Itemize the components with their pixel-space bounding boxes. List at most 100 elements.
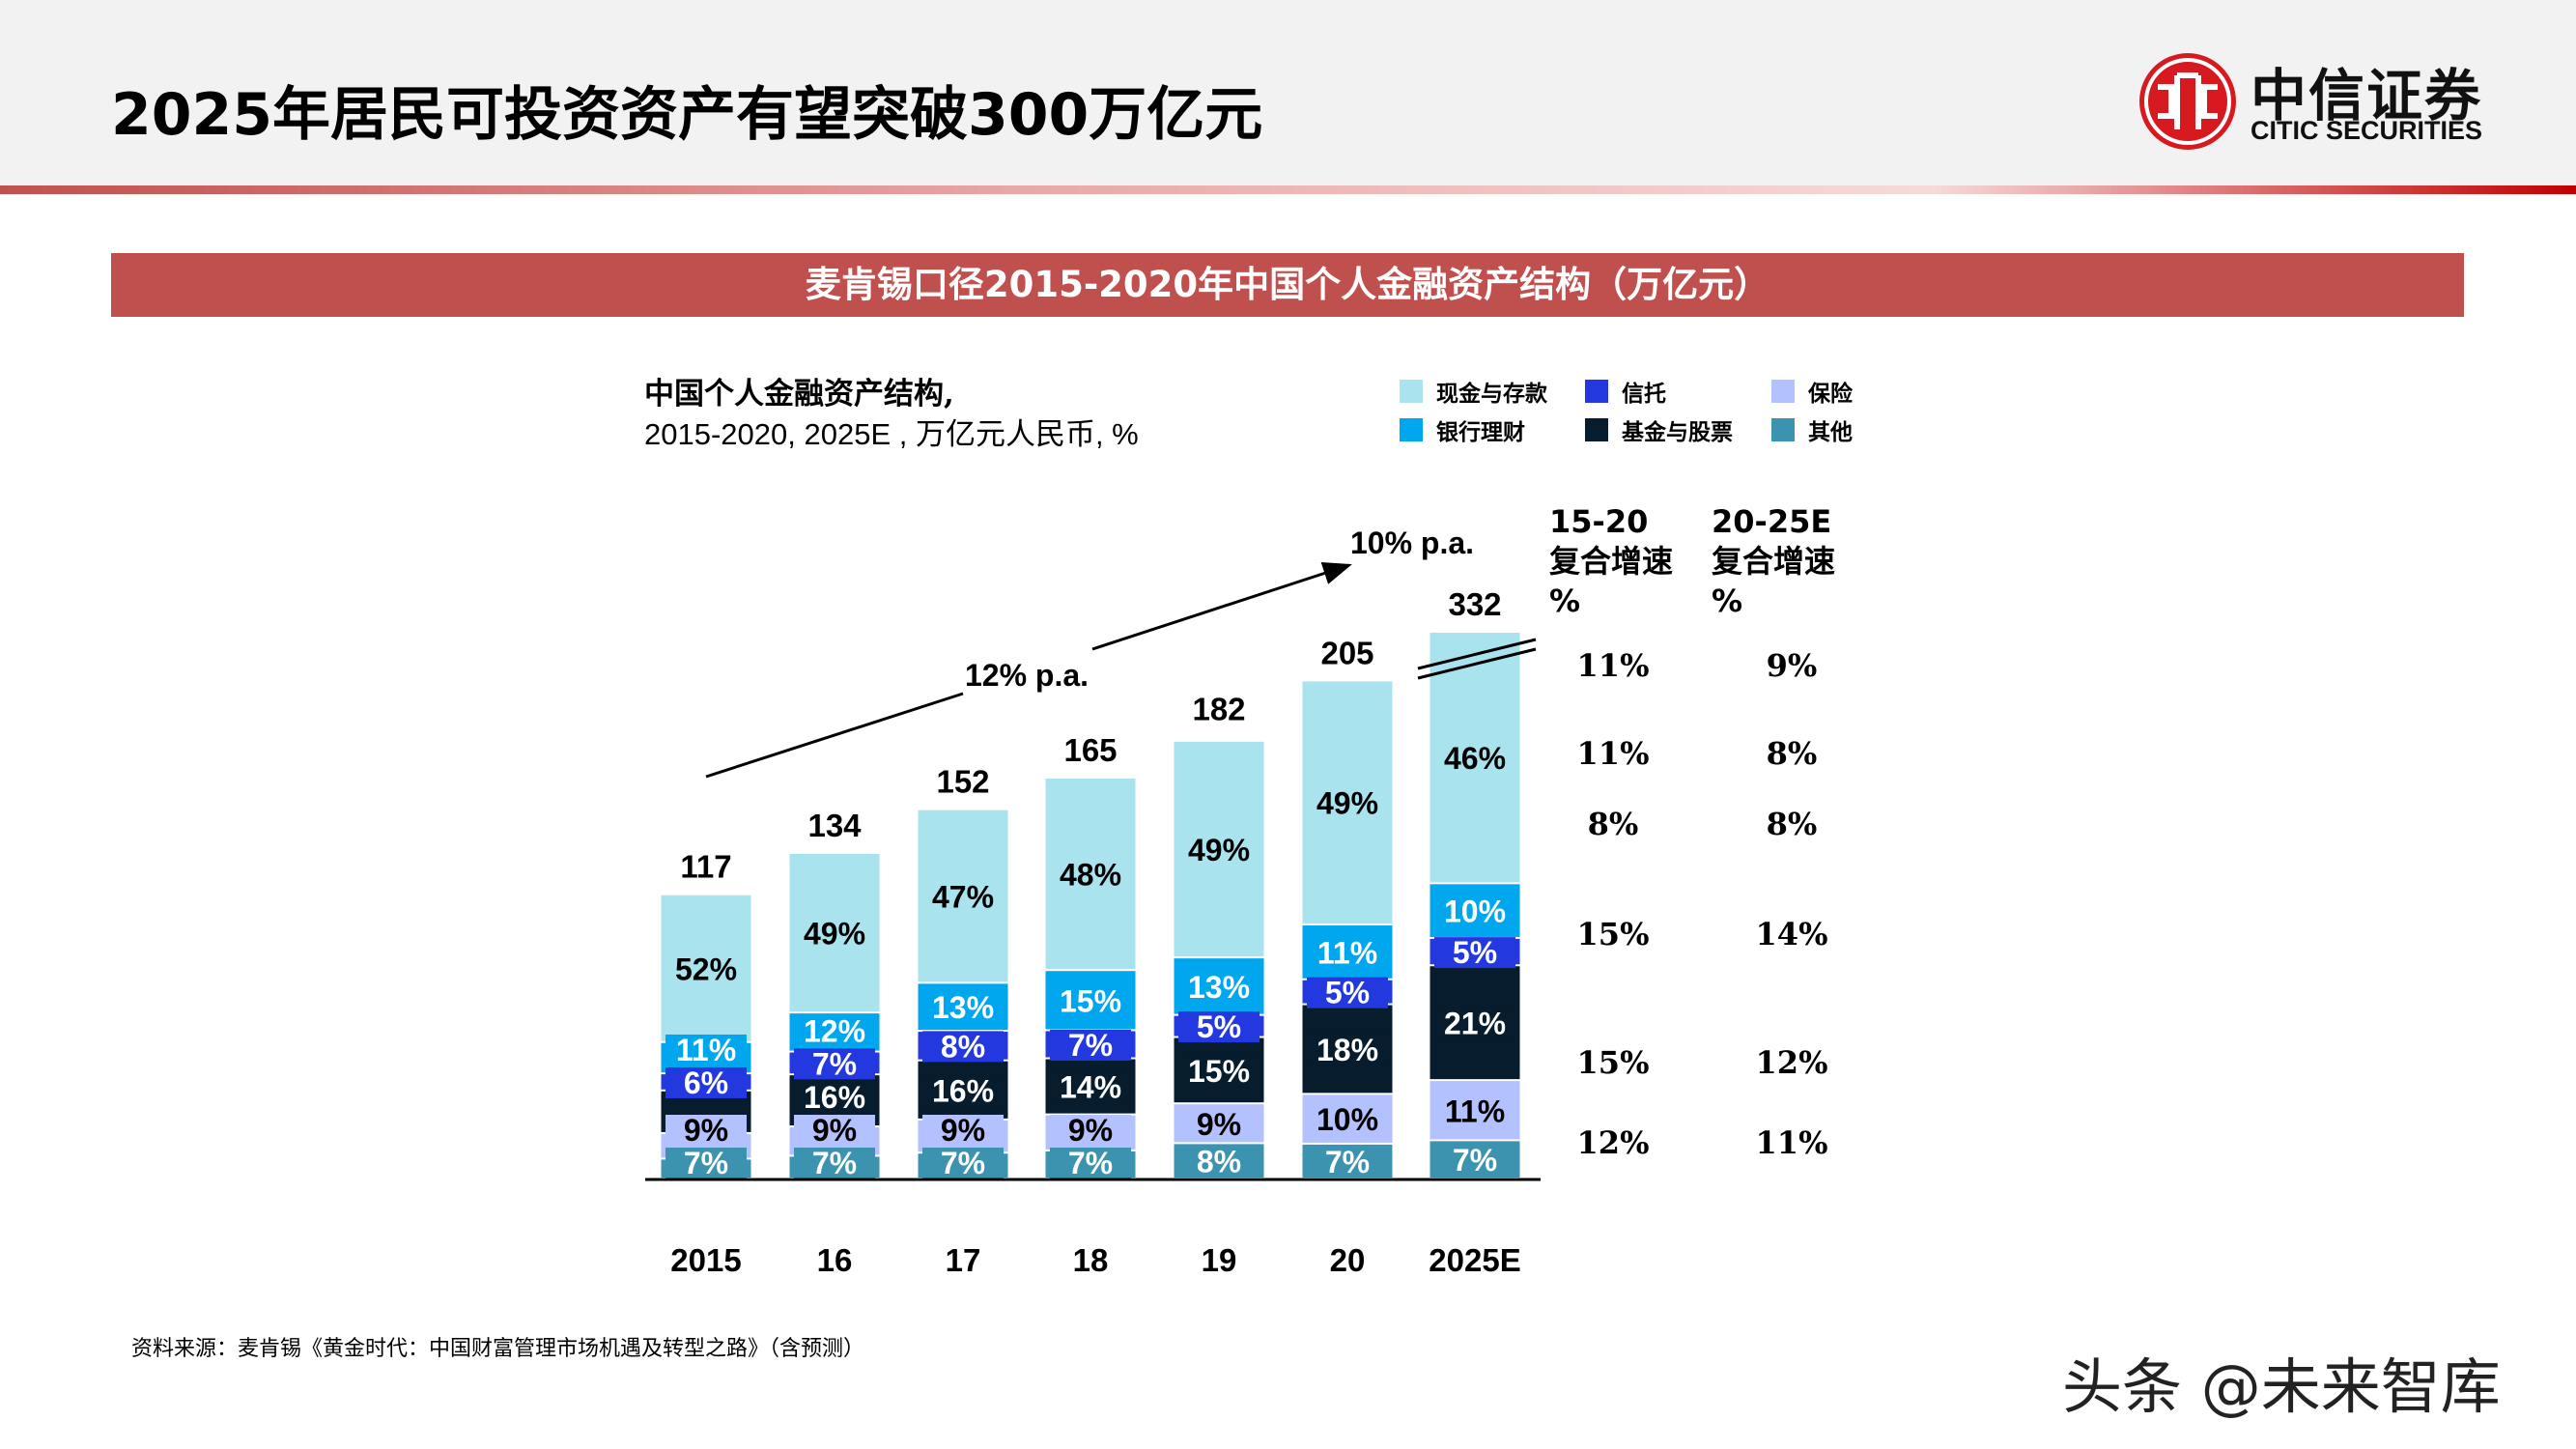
- growth-header-15-20: 15-20 复合增速 %: [1549, 502, 1673, 621]
- segment-label: 52%: [675, 952, 737, 986]
- segment-label: 9%: [684, 1113, 728, 1148]
- legend-swatch: [1585, 380, 1608, 403]
- legend-swatch: [1585, 418, 1608, 441]
- segment-label: 7%: [812, 1146, 857, 1180]
- segment-label-box: [794, 918, 875, 950]
- legend-swatch: [1400, 418, 1423, 441]
- chart-subtitle: 2015-2020, 2025E , 万亿元人民币, %: [644, 417, 1139, 451]
- segment-label-box: [1178, 1011, 1260, 1043]
- segment-label-box: [1307, 787, 1388, 819]
- x-tick-label: 20: [1330, 1242, 1366, 1278]
- segment-label: 8%: [1197, 1145, 1241, 1179]
- segment-label-box: [1178, 1146, 1260, 1178]
- segment-label-box: [1050, 1071, 1131, 1103]
- legend-item: 银行理财: [1400, 413, 1525, 446]
- segment-label-box: [922, 1115, 1004, 1146]
- segment-label-box: [1050, 1115, 1131, 1146]
- total-label: 205: [1320, 635, 1373, 670]
- segment-label-box: [1178, 971, 1260, 1003]
- legend-item: 信托: [1585, 375, 1666, 408]
- legend-item: 现金与存款: [1400, 375, 1547, 408]
- growth-value-15-20: 11%: [1577, 735, 1650, 772]
- header-divider: [0, 185, 2576, 194]
- segment-label: 47%: [932, 880, 994, 915]
- legend-swatch: [1771, 418, 1795, 441]
- legend-label: 基金与股票: [1622, 419, 1733, 445]
- growth-header-unit: %: [1549, 582, 1581, 619]
- legend-swatch: [1771, 380, 1795, 403]
- segment-label: 9%: [812, 1113, 857, 1148]
- segment-label: 14%: [1060, 1070, 1121, 1105]
- segment-label: 6%: [684, 1065, 728, 1100]
- growth-value-20-25: 12%: [1756, 1044, 1828, 1081]
- growth-header-period: 15-20: [1549, 503, 1649, 540]
- segment-label: 7%: [941, 1146, 985, 1180]
- segment-label: 7%: [1453, 1143, 1497, 1178]
- x-tick-label: 19: [1202, 1242, 1237, 1278]
- segment-label-box: [1050, 1029, 1131, 1061]
- axis-break-mark: [1417, 647, 1537, 680]
- segment-label-box: [665, 1148, 747, 1179]
- growth-value-20-25: 9%: [1767, 647, 1818, 684]
- segment-label-box: [1050, 1148, 1131, 1179]
- segment-label: 9%: [1197, 1107, 1241, 1142]
- growth-header-label: 复合增速: [1712, 543, 1836, 580]
- growth-arrow-line: [1091, 561, 1352, 651]
- segment-label-box: [665, 1034, 747, 1065]
- x-tick-label: 16: [817, 1242, 853, 1278]
- segment-label-box: [1307, 1146, 1388, 1178]
- segment-label: 11%: [1317, 935, 1377, 970]
- segment-label-box: [1307, 977, 1388, 1009]
- growth-value-20-25: 8%: [1767, 806, 1818, 842]
- segment-label: 7%: [1068, 1028, 1113, 1063]
- segment-label: 11%: [676, 1033, 736, 1067]
- total-label: 332: [1448, 586, 1501, 622]
- segment-label-box: [1307, 937, 1388, 969]
- growth-annotation: 12% p.a.: [965, 658, 1089, 693]
- growth-annotation: 10% p.a.: [1350, 526, 1474, 560]
- growth-header-unit: %: [1712, 582, 1743, 619]
- segment-label: 49%: [1316, 786, 1378, 821]
- growth-value-15-20: 11%: [1577, 647, 1650, 684]
- growth-header-label: 复合增速: [1549, 543, 1674, 580]
- growth-value-15-20: 8%: [1588, 806, 1639, 842]
- total-label: 134: [807, 808, 862, 843]
- growth-value-20-25: 11%: [1756, 1124, 1828, 1161]
- segment-label-box: [1307, 1034, 1388, 1065]
- segment-label: 49%: [1188, 833, 1250, 867]
- source-note: 资料来源：麦肯锡《黄金时代：中国财富管理市场机遇及转型之路》（含预测）: [131, 1337, 865, 1361]
- segment-label: 13%: [932, 990, 994, 1025]
- segment-label: 5%: [1325, 976, 1370, 1010]
- chart-title: 中国个人金融资产结构,: [644, 377, 954, 412]
- segment-label-box: [794, 1082, 875, 1113]
- segment-label-box: [1434, 1145, 1515, 1177]
- segment-label: 9%: [1068, 1113, 1113, 1148]
- segment-label-box: [1178, 1108, 1260, 1140]
- segment-label-box: [1307, 1104, 1388, 1136]
- legend-label: 银行理财: [1436, 419, 1525, 445]
- legend-label: 保险: [1808, 381, 1853, 407]
- segment-label-box: [1434, 1095, 1515, 1127]
- growth-value-15-20: 12%: [1577, 1124, 1650, 1161]
- citic-logo: 中信证券 CITIC SECURITIES: [2137, 48, 2523, 155]
- segment-label: 5%: [1453, 935, 1497, 970]
- segment-label-box: [665, 1066, 747, 1098]
- axis-break-mark: [1417, 638, 1537, 670]
- total-label: 117: [680, 849, 731, 885]
- segment-label-box: [1178, 834, 1260, 866]
- growth-header-20-25: 20-25E 复合增速 %: [1712, 502, 1835, 621]
- segment-label: 18%: [1316, 1033, 1378, 1067]
- watermark: 头条 @未来智库: [2062, 1351, 2501, 1422]
- legend-label: 其他: [1808, 419, 1853, 445]
- legend-label: 现金与存款: [1436, 381, 1547, 407]
- growth-value-20-25: 8%: [1767, 735, 1818, 772]
- legend-swatch: [1400, 380, 1423, 403]
- segment-label: 16%: [932, 1073, 994, 1108]
- legend-label: 信托: [1622, 381, 1666, 407]
- segment-label-box: [922, 1031, 1004, 1063]
- legend-item: 基金与股票: [1585, 413, 1733, 446]
- total-label: 182: [1192, 691, 1245, 726]
- segment-label-box: [794, 1048, 875, 1080]
- segment-label: 13%: [1188, 970, 1250, 1005]
- segment-label: 10%: [1444, 895, 1506, 929]
